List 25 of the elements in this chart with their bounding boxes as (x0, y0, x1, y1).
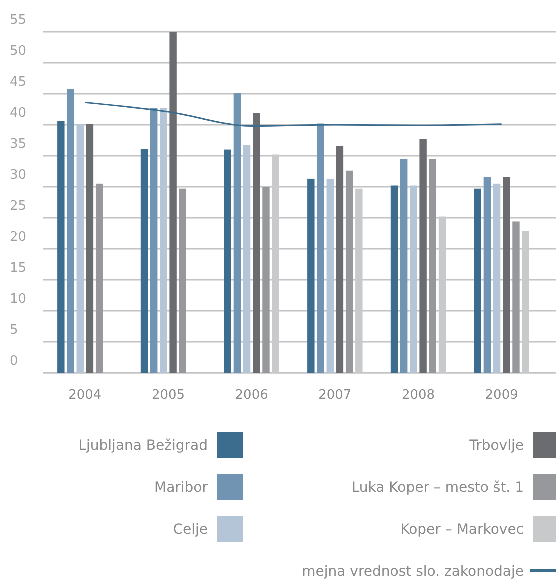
legend-label: Maribor (154, 480, 208, 496)
x-tick-label: 2006 (235, 388, 268, 403)
legend-label: Koper – Markovec (400, 522, 524, 538)
y-tick-label: 10 (10, 292, 27, 307)
legend-label: Trbovlje (468, 438, 524, 454)
y-tick-label: 55 (10, 13, 27, 28)
y-tick-label: 5 (10, 323, 18, 338)
y-tick-label: 50 (10, 44, 27, 59)
y-tick-label: 40 (10, 106, 27, 121)
x-tick-label: 2005 (152, 388, 186, 403)
legend-label: Luka Koper – mesto št. 1 (352, 480, 524, 496)
y-tick-label: 45 (10, 75, 27, 90)
x-tick-label: 2004 (68, 388, 102, 403)
legend-label: Celje (173, 522, 208, 538)
y-tick-label: 0 (10, 354, 18, 369)
y-tick-label: 30 (10, 168, 27, 183)
y-tick-label: 25 (10, 199, 27, 214)
x-tick-label: 2007 (318, 388, 352, 403)
y-tick-label: 35 (10, 137, 27, 152)
y-tick-label: 20 (10, 230, 27, 245)
legend-label: mejna vrednost slo. zakonodaje (302, 564, 524, 580)
y-tick-label: 15 (10, 261, 27, 276)
legend-label: Ljubljana Bežigrad (78, 438, 208, 454)
x-tick-label: 2008 (402, 388, 436, 403)
x-tick-label: 2009 (485, 388, 518, 403)
